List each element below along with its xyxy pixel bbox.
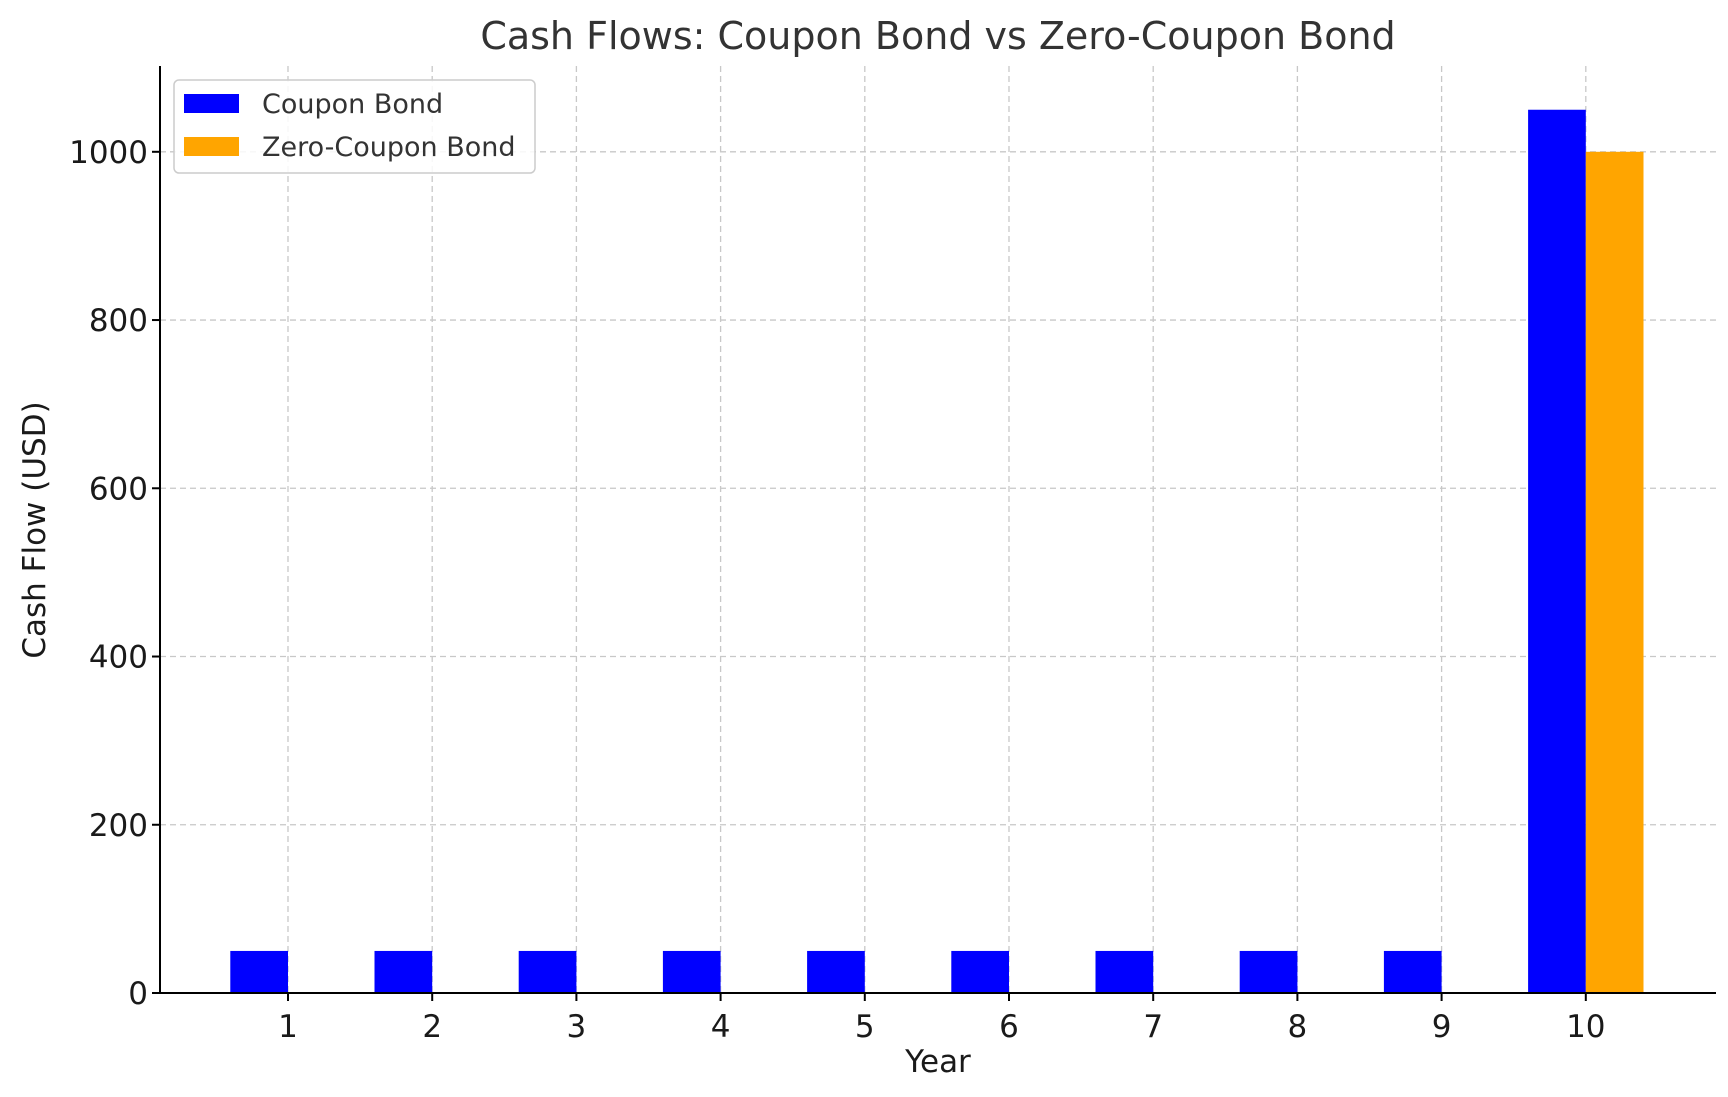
x-tick-label: 2 [422, 1009, 442, 1045]
x-tick-label: 7 [1143, 1009, 1163, 1045]
bar-coupon-bond [374, 950, 433, 993]
bar-coupon-bond [518, 950, 577, 993]
legend-swatch-zero-coupon-bond [184, 137, 239, 156]
legend-label-coupon-bond: Coupon Bond [262, 89, 443, 120]
x-tick-label: 5 [855, 1009, 875, 1045]
legend: Coupon Bond Zero-Coupon Bond [173, 79, 536, 174]
y-tick-label: 400 [89, 640, 148, 676]
bar-coupon-bond [1095, 950, 1154, 993]
bar-coupon-bond [1239, 950, 1298, 993]
bar-coupon-bond [951, 950, 1009, 993]
y-tick-label: 1000 [69, 135, 148, 171]
x-axis-label: Year [904, 1044, 971, 1080]
bar-coupon-bond [1528, 109, 1586, 993]
bar-coupon-bond [662, 950, 721, 993]
bar-coupon-bond [230, 950, 288, 993]
bar-coupon-bond [1383, 950, 1442, 993]
x-tick-label: 6 [999, 1009, 1019, 1045]
y-tick-label: 0 [128, 976, 148, 1012]
chart-title: Cash Flows: Coupon Bond vs Zero-Coupon B… [480, 14, 1395, 58]
x-tick-label: 4 [711, 1009, 731, 1045]
axes-layer [159, 66, 1716, 994]
bars-layer [230, 109, 1644, 993]
legend-label-zero-coupon-bond: Zero-Coupon Bond [262, 132, 516, 163]
legend-frame [173, 79, 536, 174]
bar-zero-coupon-bond [1585, 151, 1644, 993]
x-tick-label: 10 [1566, 1009, 1605, 1045]
bar-coupon-bond [807, 950, 865, 993]
y-tick-label: 600 [89, 471, 148, 507]
x-tick-label: 9 [1432, 1009, 1452, 1045]
x-tick-label: 3 [567, 1009, 587, 1045]
x-tick-label: 1 [278, 1009, 298, 1045]
grid-layer [160, 66, 1716, 993]
legend-swatch-coupon-bond [184, 94, 239, 113]
ticks-layer: 0 200 400 600 800 1000 1 2 3 4 5 6 7 8 9 10 [69, 135, 1605, 1045]
y-tick-label: 800 [89, 303, 148, 339]
y-axis-label: Cash Flow (USD) [17, 401, 53, 658]
x-tick-label: 8 [1288, 1009, 1308, 1045]
y-tick-label: 200 [89, 808, 148, 844]
